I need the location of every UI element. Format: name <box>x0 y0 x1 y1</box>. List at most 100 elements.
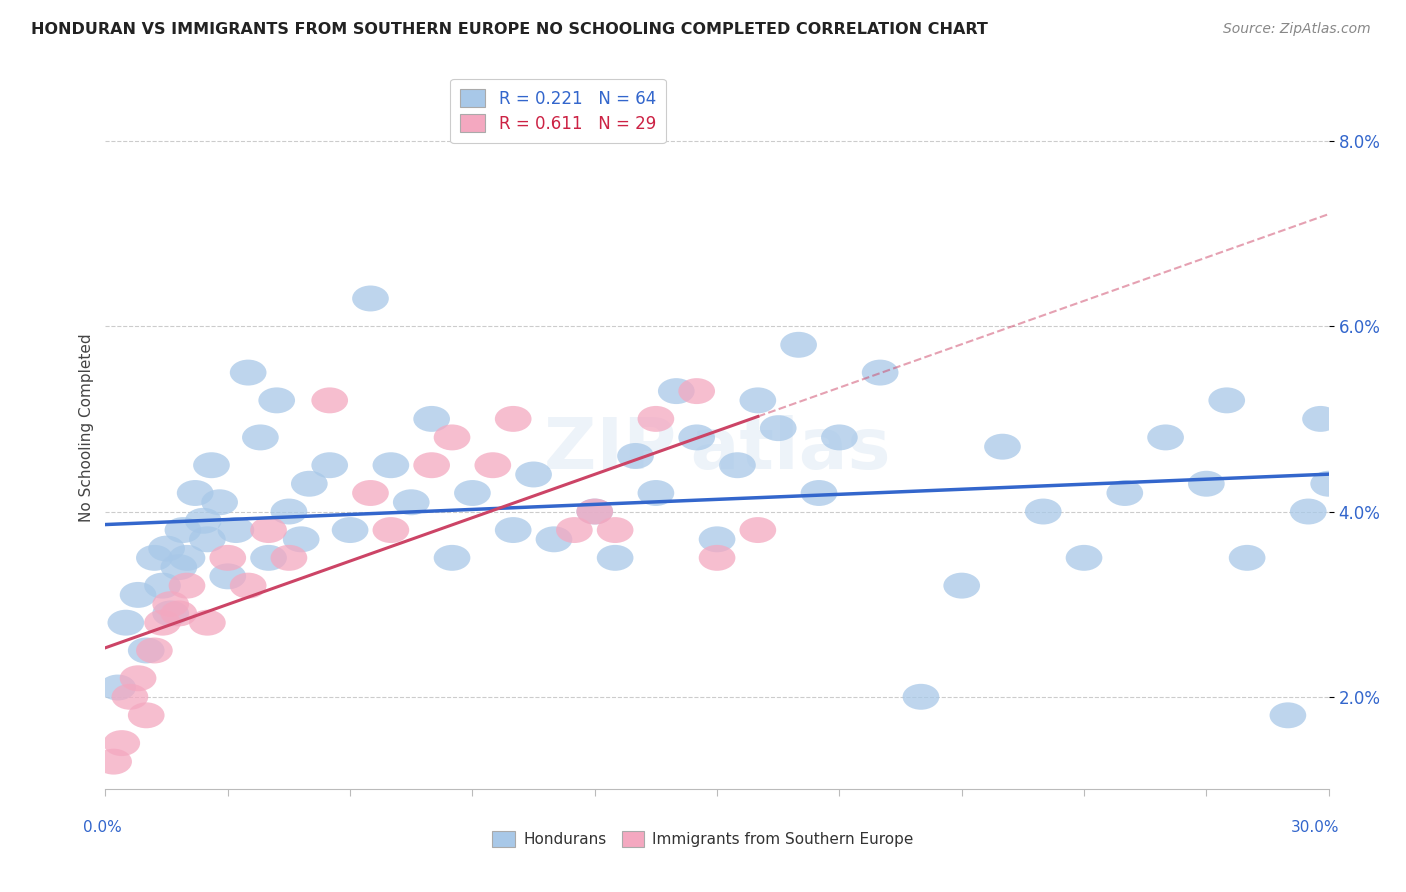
Ellipse shape <box>136 545 173 571</box>
Ellipse shape <box>229 573 267 599</box>
Ellipse shape <box>617 443 654 469</box>
Ellipse shape <box>1066 545 1102 571</box>
Ellipse shape <box>177 480 214 506</box>
Ellipse shape <box>1310 471 1347 497</box>
Legend: R = 0.221   N = 64, R = 0.611   N = 29: R = 0.221 N = 64, R = 0.611 N = 29 <box>450 78 666 143</box>
Ellipse shape <box>413 452 450 478</box>
Ellipse shape <box>454 480 491 506</box>
Ellipse shape <box>943 573 980 599</box>
Ellipse shape <box>373 517 409 543</box>
Ellipse shape <box>209 564 246 590</box>
Ellipse shape <box>242 425 278 450</box>
Ellipse shape <box>96 748 132 774</box>
Ellipse shape <box>107 610 145 636</box>
Ellipse shape <box>160 554 197 580</box>
Ellipse shape <box>186 508 222 533</box>
Ellipse shape <box>433 545 471 571</box>
Legend: Hondurans, Immigrants from Southern Europe: Hondurans, Immigrants from Southern Euro… <box>486 825 920 853</box>
Ellipse shape <box>658 378 695 404</box>
Text: HONDURAN VS IMMIGRANTS FROM SOUTHERN EUROPE NO SCHOOLING COMPLETED CORRELATION C: HONDURAN VS IMMIGRANTS FROM SOUTHERN EUR… <box>31 22 988 37</box>
Ellipse shape <box>270 499 308 524</box>
Ellipse shape <box>576 499 613 524</box>
Text: Source: ZipAtlas.com: Source: ZipAtlas.com <box>1223 22 1371 37</box>
Ellipse shape <box>718 452 756 478</box>
Ellipse shape <box>555 517 593 543</box>
Ellipse shape <box>165 517 201 543</box>
Ellipse shape <box>495 517 531 543</box>
Ellipse shape <box>515 461 553 487</box>
Ellipse shape <box>596 517 634 543</box>
Ellipse shape <box>201 490 238 516</box>
Ellipse shape <box>1188 471 1225 497</box>
Ellipse shape <box>311 452 349 478</box>
Ellipse shape <box>862 359 898 385</box>
Ellipse shape <box>903 684 939 710</box>
Ellipse shape <box>1270 702 1306 728</box>
Ellipse shape <box>1229 545 1265 571</box>
Ellipse shape <box>311 387 349 413</box>
Ellipse shape <box>740 387 776 413</box>
Ellipse shape <box>188 526 226 552</box>
Ellipse shape <box>169 573 205 599</box>
Ellipse shape <box>637 480 675 506</box>
Ellipse shape <box>495 406 531 432</box>
Ellipse shape <box>392 490 430 516</box>
Ellipse shape <box>291 471 328 497</box>
Ellipse shape <box>474 452 512 478</box>
Ellipse shape <box>352 480 389 506</box>
Ellipse shape <box>596 545 634 571</box>
Ellipse shape <box>1302 406 1339 432</box>
Ellipse shape <box>250 545 287 571</box>
Ellipse shape <box>283 526 319 552</box>
Ellipse shape <box>229 359 267 385</box>
Ellipse shape <box>678 378 716 404</box>
Ellipse shape <box>780 332 817 358</box>
Ellipse shape <box>148 535 186 562</box>
Ellipse shape <box>1147 425 1184 450</box>
Ellipse shape <box>332 517 368 543</box>
Ellipse shape <box>740 517 776 543</box>
Ellipse shape <box>678 425 716 450</box>
Ellipse shape <box>152 600 188 626</box>
Y-axis label: No Schooling Completed: No Schooling Completed <box>79 334 94 523</box>
Ellipse shape <box>145 573 181 599</box>
Ellipse shape <box>433 425 471 450</box>
Ellipse shape <box>120 665 156 691</box>
Ellipse shape <box>800 480 838 506</box>
Ellipse shape <box>250 517 287 543</box>
Text: ZIP atlas: ZIP atlas <box>544 416 890 484</box>
Ellipse shape <box>1025 499 1062 524</box>
Ellipse shape <box>128 702 165 728</box>
Ellipse shape <box>160 600 197 626</box>
Ellipse shape <box>120 582 156 607</box>
Ellipse shape <box>1107 480 1143 506</box>
Ellipse shape <box>984 434 1021 459</box>
Ellipse shape <box>193 452 229 478</box>
Ellipse shape <box>169 545 205 571</box>
Ellipse shape <box>536 526 572 552</box>
Ellipse shape <box>104 731 141 756</box>
Ellipse shape <box>128 638 165 664</box>
Text: 30.0%: 30.0% <box>1291 821 1339 835</box>
Ellipse shape <box>145 610 181 636</box>
Text: 0.0%: 0.0% <box>83 821 122 835</box>
Ellipse shape <box>413 406 450 432</box>
Ellipse shape <box>259 387 295 413</box>
Ellipse shape <box>637 406 675 432</box>
Ellipse shape <box>759 415 797 442</box>
Ellipse shape <box>699 526 735 552</box>
Ellipse shape <box>111 684 148 710</box>
Ellipse shape <box>1289 499 1327 524</box>
Ellipse shape <box>188 610 226 636</box>
Ellipse shape <box>352 285 389 311</box>
Ellipse shape <box>821 425 858 450</box>
Ellipse shape <box>270 545 308 571</box>
Ellipse shape <box>218 517 254 543</box>
Ellipse shape <box>1208 387 1246 413</box>
Ellipse shape <box>699 545 735 571</box>
Ellipse shape <box>100 674 136 700</box>
Ellipse shape <box>373 452 409 478</box>
Ellipse shape <box>152 591 188 617</box>
Ellipse shape <box>136 638 173 664</box>
Ellipse shape <box>209 545 246 571</box>
